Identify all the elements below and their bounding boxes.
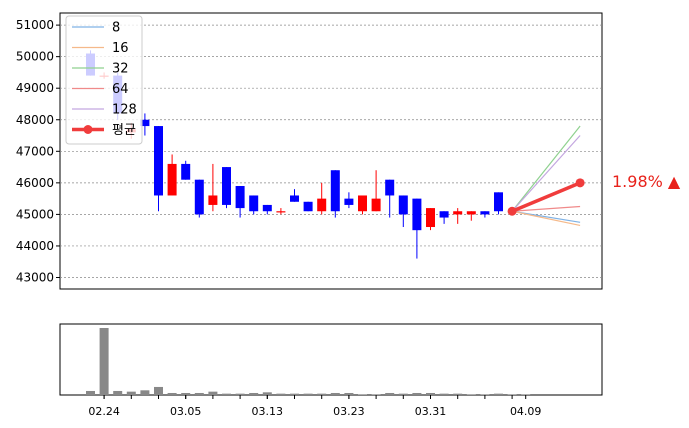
- forecast-line-16: [511, 210, 581, 227]
- candle-body: [154, 126, 163, 196]
- candle-body: [235, 186, 245, 209]
- volume-bar: [208, 391, 218, 395]
- x-tick-label: 02.24: [88, 405, 120, 418]
- x-tick-label: 03.23: [333, 405, 365, 418]
- volume-bars: [86, 328, 531, 395]
- forecast-lines: [507, 125, 585, 227]
- volume-bar: [222, 393, 231, 395]
- volume-bar: [235, 393, 245, 395]
- candle-body: [222, 167, 231, 205]
- candlesticks: [86, 50, 503, 259]
- volume-bar: [453, 393, 463, 395]
- candle-body: [181, 163, 191, 180]
- candle-body: [480, 211, 490, 215]
- volume-bar: [262, 392, 272, 395]
- candle-body: [398, 195, 408, 215]
- legend-marker: [83, 125, 93, 134]
- forecast-change-label: 1.98% ▲: [612, 172, 681, 191]
- price-y-axis: 43000 44000 45000 46000 47000 48000 49000 50000…: [16, 18, 60, 285]
- volume-bar: [194, 392, 204, 395]
- volume-bar: [99, 328, 109, 395]
- volume-bar: [521, 394, 531, 395]
- y-tick-label: 50000: [16, 50, 54, 64]
- candle-body: [453, 211, 463, 215]
- volume-bar: [494, 393, 503, 395]
- candle-body: [385, 179, 395, 196]
- volume-bar: [412, 392, 422, 395]
- candle-body: [317, 198, 327, 212]
- candle-body: [358, 195, 367, 212]
- y-tick-label: 43000: [16, 271, 54, 285]
- candle-body: [371, 198, 381, 212]
- y-tick-label: 45000: [16, 207, 54, 221]
- y-tick-label: 48000: [16, 113, 54, 127]
- candle-body: [290, 195, 299, 202]
- candle-body: [249, 195, 259, 212]
- volume-bar: [466, 394, 476, 395]
- x-tick-label: 03.13: [252, 405, 284, 418]
- candle-body: [262, 204, 272, 212]
- legend-label: 8: [112, 21, 120, 36]
- candle-body: [344, 198, 354, 205]
- candle-body: [140, 119, 150, 127]
- candle-body: [439, 211, 449, 218]
- candle-body: [466, 211, 476, 215]
- volume-bar: [140, 390, 150, 395]
- volume-bar: [398, 393, 408, 395]
- volume-bar: [507, 394, 517, 395]
- y-tick-label: 51000: [16, 18, 54, 32]
- legend-label: 64: [112, 82, 129, 97]
- volume-bar: [276, 393, 286, 395]
- volume-bar: [86, 390, 95, 395]
- candle-body: [194, 179, 204, 215]
- candle-body: [330, 170, 340, 212]
- forecast-line-128: [511, 135, 581, 212]
- forecast-start-marker: [507, 206, 517, 216]
- legend-label: 16: [112, 41, 129, 56]
- price-panel-frame: [59, 12, 603, 290]
- volume-bar: [371, 394, 381, 395]
- volume-bar: [344, 392, 354, 395]
- volume-panel-frame: [59, 323, 603, 396]
- x-tick-label: 03.05: [170, 405, 202, 418]
- y-tick-label: 49000: [16, 81, 54, 95]
- volume-x-axis: 02.24 03.05 03.13 03.23 03.31 04.09: [88, 395, 541, 418]
- volume-bar: [480, 394, 490, 395]
- forecast-line-64: [512, 205, 581, 212]
- legend-label: 평균: [112, 123, 136, 138]
- y-tick-label: 44000: [16, 239, 54, 253]
- volume-bar: [126, 391, 136, 395]
- volume-bar: [439, 393, 449, 395]
- candle-body: [208, 195, 218, 205]
- volume-bar: [181, 392, 191, 395]
- legend-label: 128: [112, 103, 137, 118]
- x-tick-label: 04.09: [510, 405, 542, 418]
- y-tick-label: 47000: [16, 144, 54, 158]
- candle-body: [167, 163, 177, 196]
- volume-bar: [249, 392, 259, 395]
- legend: 8 16 32 64 128 평균: [65, 15, 143, 145]
- forecast-average-line: [511, 181, 581, 213]
- volume-bar: [330, 392, 340, 395]
- forecast-end-marker: [575, 178, 585, 188]
- forecast-line-32: [511, 125, 581, 212]
- volume-bar: [385, 392, 395, 395]
- candle-body: [412, 198, 422, 231]
- x-tick-label: 03.31: [415, 405, 447, 418]
- volume-bar: [358, 394, 367, 395]
- legend-label: 32: [112, 62, 129, 77]
- volume-bar: [290, 393, 299, 395]
- volume-bar: [303, 393, 313, 395]
- volume-bar: [167, 392, 177, 395]
- volume-bar: [113, 390, 123, 395]
- y-tick-label: 46000: [16, 176, 54, 190]
- candle-body: [303, 201, 313, 212]
- volume-bar: [154, 386, 163, 395]
- volume-bar: [317, 393, 327, 395]
- candle-body: [276, 211, 286, 213]
- volume-bar: [426, 392, 435, 395]
- candle-body: [494, 192, 503, 212]
- candle-body: [426, 208, 435, 228]
